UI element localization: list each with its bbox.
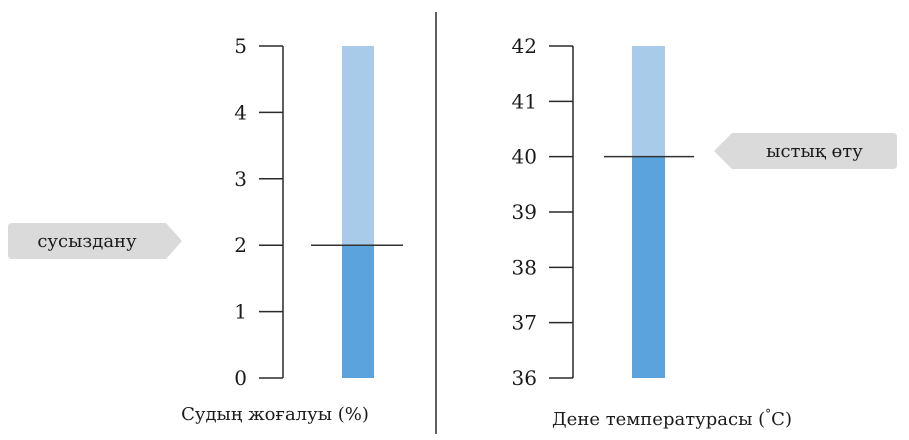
tick-label: 41 xyxy=(512,89,537,113)
tick-label: 1 xyxy=(234,300,247,324)
heat-stroke-callout xyxy=(714,133,897,169)
water-loss-bar-fill xyxy=(342,245,374,378)
tick-label: 36 xyxy=(512,366,537,390)
water-loss-panel: 0 1 2 3 4 5 сусыздану Судың жоғалуы (%) xyxy=(8,34,403,425)
degree-symbol: ° xyxy=(765,407,771,421)
body-temperature-axis-title: Дене температурасы (°C) xyxy=(552,407,792,430)
body-temperature-bar-range xyxy=(632,46,665,157)
tick-label: 2 xyxy=(234,233,247,257)
body-temperature-axis-title-unit: C) xyxy=(771,409,792,430)
tick-label: 0 xyxy=(234,366,247,390)
body-temperature-panel: 36 37 38 39 40 41 42 ыстық өту Дене температур… xyxy=(512,34,897,430)
body-temperature-axis-title-main: Дене температурасы ( xyxy=(552,409,765,430)
body-temperature-axis: 36 37 38 39 40 41 42 xyxy=(512,34,574,390)
tick-label: 5 xyxy=(234,34,247,58)
water-loss-axis: 0 1 2 3 4 5 xyxy=(234,34,284,390)
tick-label: 42 xyxy=(512,34,537,58)
tick-label: 37 xyxy=(512,311,537,335)
water-loss-bar-range xyxy=(342,46,374,246)
dehydration-label: сусыздану xyxy=(37,231,137,252)
tick-label: 4 xyxy=(234,100,247,124)
tick-label: 39 xyxy=(512,200,537,224)
tick-label: 3 xyxy=(234,167,247,191)
tick-label: 38 xyxy=(512,255,537,279)
body-temperature-bar-fill xyxy=(632,156,665,378)
tick-label: 40 xyxy=(512,145,537,169)
water-loss-axis-title: Судың жоғалуы (%) xyxy=(181,404,369,425)
dehydration-callout xyxy=(8,223,182,259)
heat-stroke-label: ыстық өту xyxy=(766,141,863,162)
